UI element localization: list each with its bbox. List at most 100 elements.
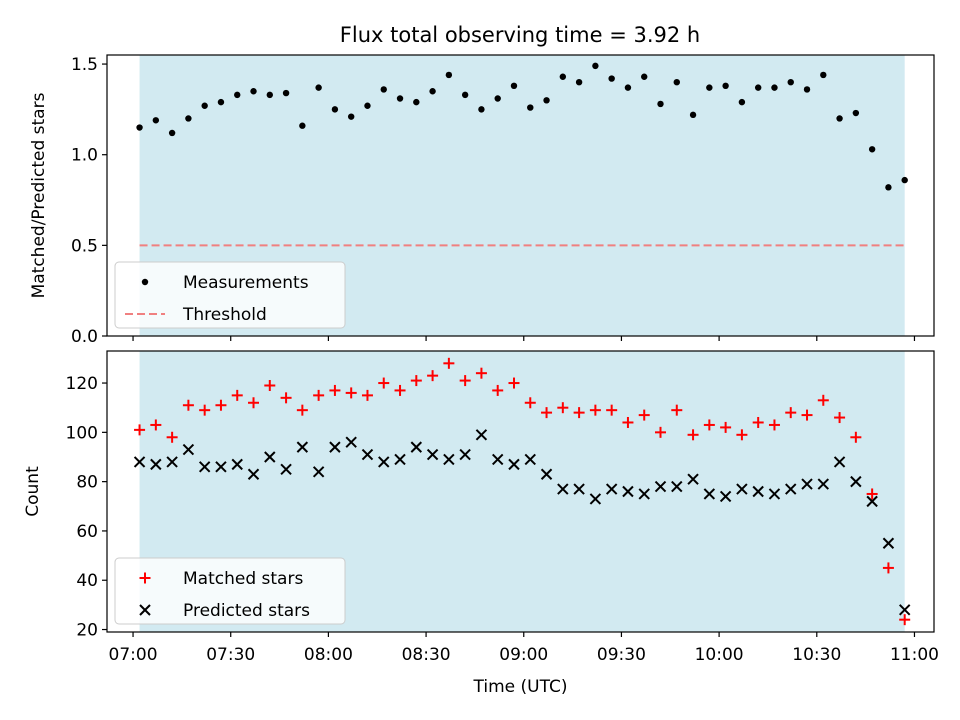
predicted-stars-point bbox=[671, 480, 683, 493]
y-tick-label: 60 bbox=[76, 522, 98, 542]
matched-stars-point bbox=[231, 389, 243, 401]
y-tick-label: 0.5 bbox=[71, 236, 98, 256]
matched-stars-point bbox=[703, 419, 715, 431]
measurements-point bbox=[201, 102, 208, 109]
matched-stars-point bbox=[606, 404, 618, 416]
predicted-stars-point bbox=[752, 485, 764, 498]
measurements-point bbox=[152, 117, 160, 124]
y-axis-label: Count bbox=[23, 466, 43, 517]
matched-stars-point bbox=[850, 431, 862, 443]
y-tick-label: 1.0 bbox=[71, 146, 98, 166]
matched-stars-point bbox=[671, 404, 683, 416]
predicted-stars-point bbox=[361, 448, 374, 461]
predicted-stars-point bbox=[231, 458, 243, 471]
x-tick-label: 09:30 bbox=[597, 645, 646, 665]
x-tick-label: 08:00 bbox=[304, 645, 353, 665]
x-b bbox=[622, 485, 634, 498]
predicted-stars-point bbox=[247, 468, 260, 480]
measurements-point bbox=[494, 95, 501, 102]
predicted-stars-point bbox=[345, 436, 357, 448]
x-b bbox=[394, 453, 406, 466]
x-b bbox=[475, 429, 488, 441]
matched-stars-point bbox=[622, 416, 634, 428]
matched-stars-point bbox=[394, 384, 406, 396]
matched-stars-point bbox=[736, 429, 748, 441]
matched-stars-point bbox=[361, 389, 373, 401]
predicted-stars-point bbox=[378, 456, 390, 468]
matched-stars-point bbox=[801, 409, 813, 421]
legend-label: Predicted stars bbox=[183, 601, 310, 621]
legend-box bbox=[114, 557, 346, 625]
predicted-stars-point bbox=[459, 448, 471, 461]
chart-title: Flux total observing time = 3.92 h bbox=[340, 23, 700, 47]
matched-stars-point bbox=[573, 407, 585, 419]
predicted-stars-point bbox=[280, 463, 292, 476]
predicted-stars-point bbox=[866, 495, 878, 508]
predicted-stars-point bbox=[182, 443, 195, 456]
x-b bbox=[785, 483, 797, 495]
predicted-stars-point bbox=[215, 461, 227, 473]
x-b bbox=[524, 453, 536, 466]
predicted-stars-point bbox=[768, 488, 781, 500]
measurements-point bbox=[185, 115, 192, 122]
matched-stars-point bbox=[768, 419, 780, 431]
measurements-point bbox=[445, 71, 453, 79]
measurements-point bbox=[413, 98, 420, 106]
measurements-point bbox=[543, 97, 550, 104]
measurements-point bbox=[754, 84, 762, 91]
x-b bbox=[557, 483, 569, 495]
measurements-point bbox=[787, 78, 794, 86]
measurements-point bbox=[608, 75, 615, 82]
predicted-stars-point bbox=[573, 483, 585, 495]
x-b bbox=[866, 495, 878, 508]
x-b bbox=[133, 456, 146, 468]
y-tick-label: 40 bbox=[76, 571, 98, 591]
matched-stars-point bbox=[834, 412, 846, 424]
measurements-point bbox=[657, 100, 664, 108]
predicted-stars-point bbox=[166, 456, 178, 468]
measurements-point bbox=[234, 91, 241, 99]
matched-stars-point bbox=[134, 424, 146, 436]
x-b bbox=[508, 458, 520, 471]
predicted-stars-point bbox=[605, 483, 618, 495]
predicted-stars-point bbox=[492, 453, 504, 466]
measurements-point bbox=[331, 106, 339, 113]
matched-stars-point bbox=[475, 367, 487, 379]
x-b bbox=[589, 493, 602, 505]
matched-stars-point bbox=[199, 404, 211, 416]
predicted-stars-point bbox=[443, 453, 455, 466]
matched-stars-point bbox=[280, 392, 292, 404]
top-panel-ratio: 0.0 0.5 1.0 1.5 Matched/Predicted stars Measu… bbox=[29, 54, 935, 347]
predicted-stars-point bbox=[736, 483, 748, 495]
x-b bbox=[264, 451, 276, 463]
predicted-stars-point bbox=[785, 483, 797, 495]
x-b bbox=[768, 488, 781, 500]
x-b bbox=[654, 480, 667, 493]
measurements-point bbox=[673, 78, 680, 86]
legend-matched-swatch bbox=[139, 572, 151, 584]
x-b bbox=[280, 463, 292, 476]
measurements-point bbox=[299, 122, 306, 129]
x-b bbox=[329, 441, 341, 453]
matched-stars-point bbox=[427, 370, 439, 382]
predicted-stars-point bbox=[850, 475, 862, 488]
matched-stars-point bbox=[524, 397, 536, 409]
x-b bbox=[312, 466, 325, 478]
x-b bbox=[687, 473, 699, 485]
predicted-stars-point bbox=[410, 441, 423, 453]
measurements-point bbox=[868, 146, 876, 153]
x-b bbox=[443, 453, 455, 466]
predicted-stars-point bbox=[817, 478, 830, 490]
x-b bbox=[540, 468, 553, 480]
matched-stars-point bbox=[378, 377, 390, 389]
predicted-stars-point bbox=[833, 456, 846, 468]
x-b bbox=[817, 478, 830, 490]
measurements-point bbox=[396, 95, 404, 102]
x-b bbox=[719, 490, 732, 503]
matched-stars-point bbox=[866, 488, 878, 500]
x-b bbox=[378, 456, 390, 468]
measurements-point bbox=[575, 78, 583, 86]
legend: Matched stars Predicted stars bbox=[114, 557, 346, 625]
matched-stars-point bbox=[508, 377, 520, 389]
legend-label: Measurements bbox=[183, 273, 309, 293]
